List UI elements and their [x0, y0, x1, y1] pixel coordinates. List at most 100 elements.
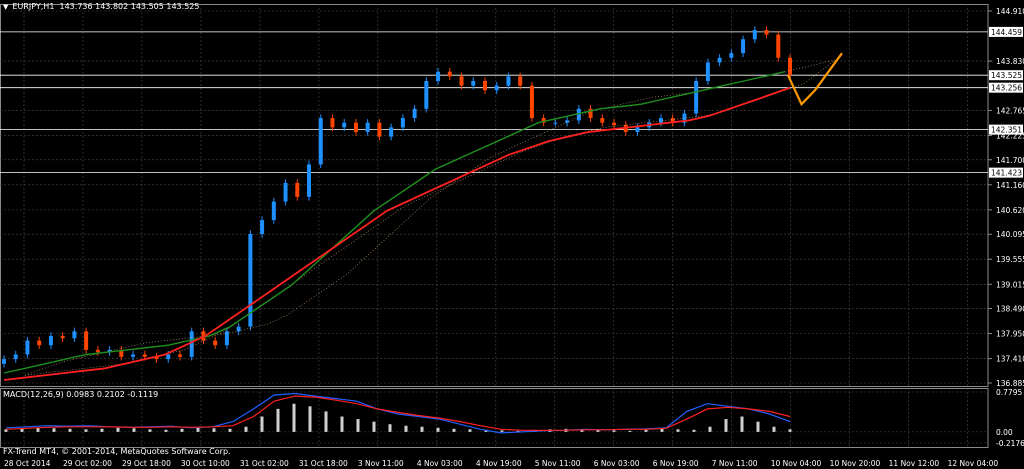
- candle-body: [694, 80, 699, 114]
- y-tick-label: 144.910: [996, 7, 1024, 16]
- macd-histogram-bar: [260, 416, 264, 432]
- candle-body: [295, 182, 300, 197]
- macd-histogram-bar: [308, 406, 312, 432]
- macd-histogram-bar: [148, 429, 152, 432]
- candle-body: [576, 108, 581, 121]
- candle-body: [412, 108, 417, 119]
- macd-histogram-bar: [500, 430, 504, 432]
- candle-body: [670, 118, 675, 123]
- y-tick-label: 139.015: [996, 280, 1024, 289]
- candle-body: [224, 331, 229, 346]
- candle-body: [553, 122, 558, 124]
- x-tick-label: 11 Nov 12:00: [889, 459, 940, 468]
- x-tick-label: 28 Oct 2014: [4, 459, 51, 468]
- y-tick-label: 142.225: [996, 131, 1024, 140]
- price-level-label: 142.351: [991, 126, 1022, 135]
- x-tick-label: 3 Nov 11:00: [358, 459, 404, 468]
- candle-body: [307, 164, 312, 197]
- candle-body: [119, 349, 124, 357]
- x-tick-label: 7 Nov 11:00: [712, 459, 758, 468]
- macd-histogram-bar: [340, 416, 344, 432]
- candle-body: [424, 80, 429, 109]
- candle-body: [752, 30, 757, 40]
- candle-body: [84, 331, 89, 350]
- macd-histogram-bar: [612, 430, 616, 432]
- candle-body: [459, 76, 464, 86]
- macd-histogram-bar: [20, 428, 24, 432]
- macd-y-tick-label: 0.00: [996, 428, 1013, 437]
- price-level-box: [989, 167, 1023, 178]
- y-tick-label: 139.555: [996, 255, 1024, 264]
- candle-body: [177, 354, 182, 357]
- x-tick-label: 29 Oct 02:00: [63, 459, 112, 468]
- macd-histogram-bar: [756, 421, 760, 432]
- price-level-label: 143.256: [991, 84, 1022, 93]
- macd-histogram-bar: [228, 428, 232, 432]
- macd-histogram-bar: [740, 416, 744, 432]
- macd-histogram-bar: [724, 419, 728, 432]
- macd-histogram-bar: [468, 429, 472, 432]
- candle-body: [154, 356, 159, 360]
- candle-body: [25, 340, 30, 355]
- y-tick-label: 143.830: [996, 57, 1024, 66]
- macd-y-tick-label: 0.7795: [996, 388, 1022, 397]
- macd-histogram-bar: [180, 428, 184, 432]
- macd-histogram-bar: [356, 419, 360, 432]
- macd-histogram-bar: [324, 411, 328, 432]
- candle-body: [741, 39, 746, 54]
- candle-body: [400, 118, 405, 128]
- x-tick-label: 12 Nov 04:00: [948, 459, 999, 468]
- symbol-label: EURJPY,H1: [12, 2, 55, 11]
- candle-body: [95, 349, 100, 353]
- macd-histogram-bar: [580, 429, 584, 432]
- x-tick-label: 4 Nov 19:00: [476, 459, 522, 468]
- macd-histogram-bar: [436, 427, 440, 432]
- candle-body: [389, 127, 394, 137]
- x-tick-label: 31 Oct 18:00: [299, 459, 348, 468]
- x-tick-label: 29 Oct 18:00: [122, 459, 171, 468]
- macd-histogram-bar: [372, 421, 376, 432]
- x-tick-label: 30 Oct 10:00: [181, 459, 230, 468]
- dropdown-arrow-icon[interactable]: ▼: [3, 3, 9, 11]
- macd-histogram-bar: [404, 425, 408, 432]
- copyright-text: FX-Trend MT4, © 2001-2014, MetaQuotes So…: [3, 447, 231, 456]
- y-tick-label: 136.885: [996, 379, 1024, 388]
- macd-panel-frame: [0, 388, 989, 448]
- y-tick-label: 141.160: [996, 181, 1024, 190]
- x-tick-label: 4 Nov 03:00: [417, 459, 463, 468]
- macd-histogram-bar: [788, 429, 792, 432]
- macd-histogram-bar: [212, 428, 216, 432]
- macd-histogram-bar: [708, 426, 712, 432]
- macd-histogram-bar: [660, 428, 664, 432]
- candle-body: [658, 118, 663, 123]
- y-tick-label: 137.410: [996, 355, 1024, 364]
- macd-histogram-bar: [692, 429, 696, 432]
- candle-body: [248, 233, 253, 327]
- candle-body: [377, 122, 382, 137]
- x-tick-label: 6 Nov 03:00: [594, 459, 640, 468]
- candle-body: [48, 335, 53, 346]
- candle-body: [107, 349, 112, 353]
- macd-histogram-bar: [4, 429, 8, 432]
- candle-body: [682, 113, 687, 123]
- candle-body: [612, 122, 617, 126]
- y-tick-label: 140.620: [996, 206, 1024, 215]
- candle-body: [131, 354, 136, 357]
- candle-body: [283, 182, 288, 202]
- candle-body: [776, 34, 781, 58]
- candle-body: [705, 62, 710, 81]
- candle-body: [271, 201, 276, 221]
- candle-body: [506, 76, 511, 86]
- macd-histogram-bar: [196, 427, 200, 432]
- macd-histogram-bar: [772, 426, 776, 432]
- macd-histogram-bar: [100, 428, 104, 432]
- price-level-label: 144.459: [991, 28, 1022, 37]
- macd-histogram-bar: [644, 429, 648, 432]
- candle-body: [482, 80, 487, 91]
- macd-y-tick-label: -0.2176: [996, 439, 1024, 448]
- candle-body: [518, 76, 523, 86]
- macd-histogram-bar: [516, 430, 520, 432]
- candle-body: [142, 354, 147, 357]
- candle-body: [635, 127, 640, 132]
